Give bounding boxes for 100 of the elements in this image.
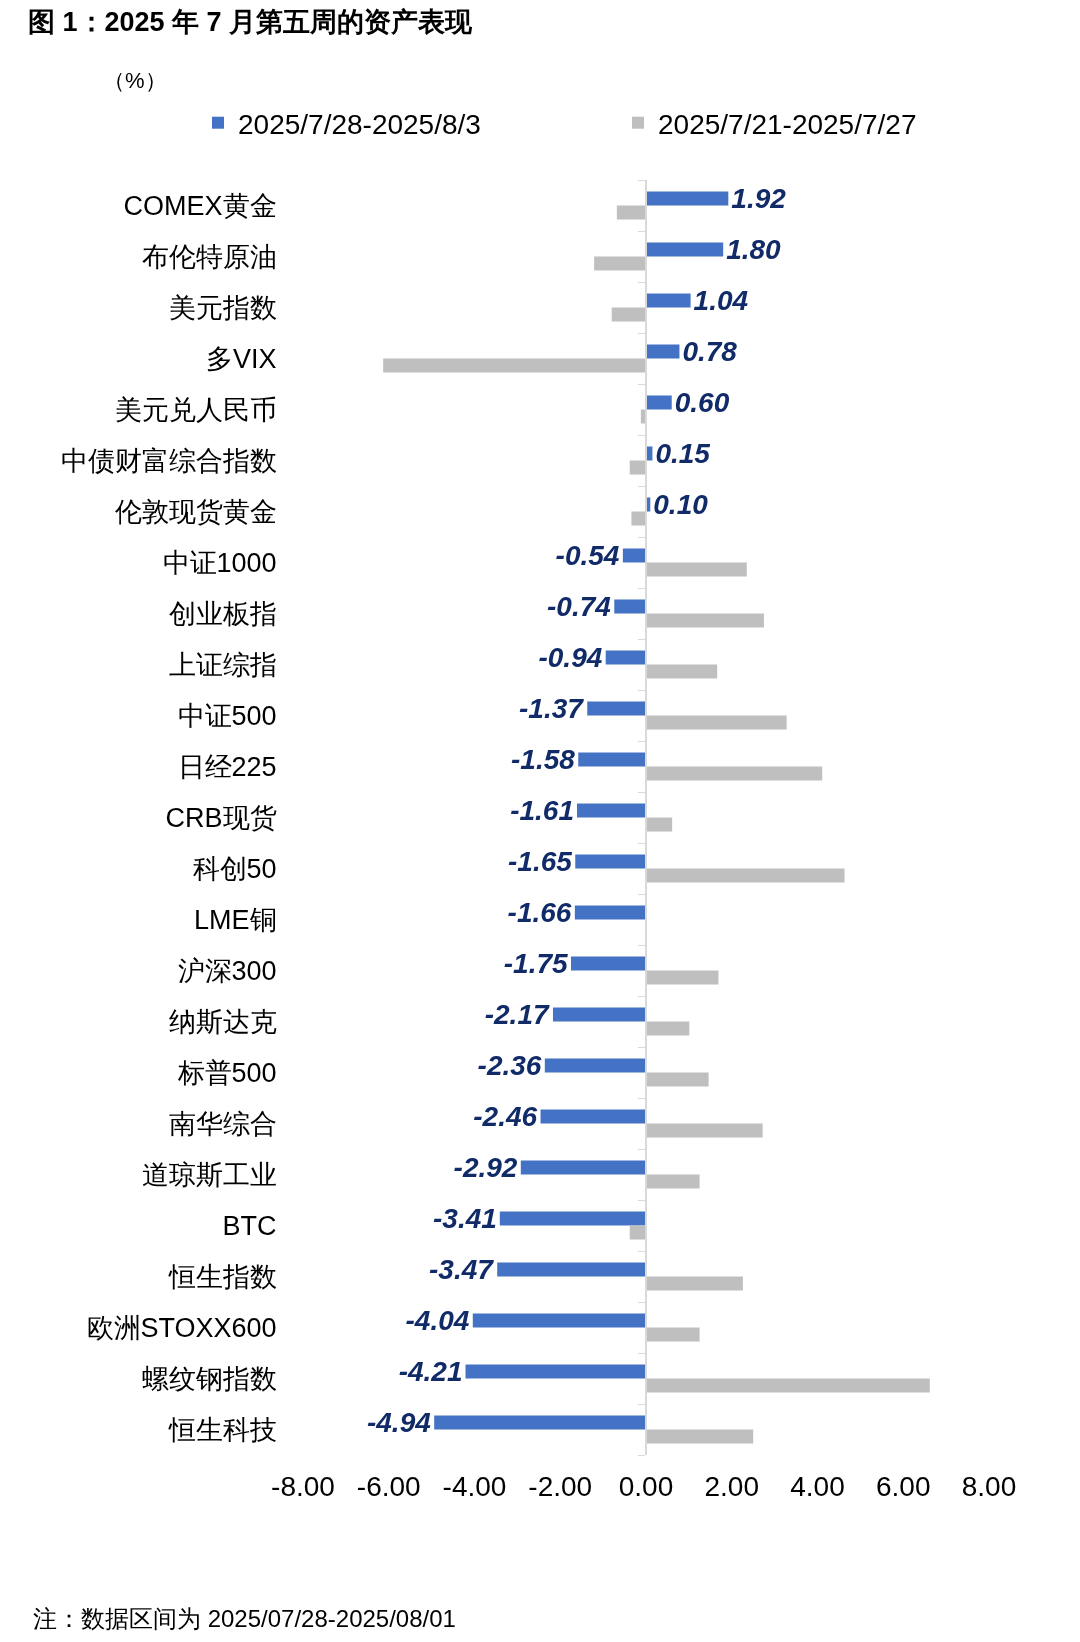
bar	[646, 1378, 930, 1393]
y-tick-label: 日经225	[177, 751, 277, 782]
y-tick-label: CRB现货	[165, 802, 277, 833]
bar	[646, 1174, 700, 1189]
data-label: 1.80	[726, 233, 782, 265]
x-tick-label: -6.00	[356, 1471, 421, 1502]
x-tick-label: -8.00	[271, 1471, 335, 1502]
legend-label: 2025/7/21-2025/7/27	[658, 108, 917, 140]
y-tick-label: 美元指数	[168, 292, 277, 323]
bar	[576, 803, 646, 818]
legend-label: 2025/7/28-2025/8/3	[238, 108, 481, 140]
bar	[540, 1109, 646, 1124]
bar	[578, 752, 646, 767]
y-tick-label: 布伦特原油	[141, 241, 277, 272]
y-tick-label: 南华综合	[168, 1108, 277, 1139]
bar	[646, 344, 680, 359]
bar	[646, 766, 823, 781]
bar	[646, 664, 718, 679]
data-label: -2.36	[477, 1049, 542, 1081]
bar	[646, 562, 747, 577]
y-tick-label: 道琼斯工业	[141, 1159, 277, 1190]
y-tick-label: 欧洲STOXX600	[86, 1312, 277, 1343]
bar	[520, 1160, 646, 1175]
bar	[594, 256, 646, 271]
data-label: -1.37	[519, 692, 585, 724]
data-label: -0.94	[538, 641, 603, 673]
data-label: -3.47	[428, 1253, 495, 1285]
y-tick-label: 螺纹钢指数	[141, 1363, 277, 1394]
bar	[611, 307, 646, 322]
bar	[646, 817, 673, 832]
bar	[646, 293, 691, 308]
y-tick-label: 恒生科技	[167, 1414, 277, 1445]
data-label: -2.17	[484, 998, 550, 1030]
data-label: -1.65	[508, 845, 573, 877]
y-tick-label: BTC	[222, 1210, 277, 1241]
bar	[646, 1429, 754, 1444]
bar	[646, 1276, 743, 1291]
bar	[646, 395, 672, 410]
y-tick-label: 伦敦现货黄金	[114, 496, 277, 527]
y-tick-label: 纳斯达克	[168, 1006, 277, 1037]
bar	[499, 1211, 646, 1226]
y-tick-label: 创业板指	[168, 598, 277, 629]
x-tick-label: 6.00	[876, 1471, 931, 1502]
bar	[646, 1072, 709, 1087]
data-label: 0.78	[682, 335, 738, 367]
y-tick-label: 中债财富综合指数	[60, 445, 277, 476]
data-label: 1.92	[731, 182, 787, 214]
bar	[646, 1021, 690, 1036]
data-label: -4.21	[398, 1355, 463, 1387]
y-tick-label: 多VIX	[206, 343, 277, 374]
bar	[383, 358, 646, 373]
bar	[552, 1007, 646, 1022]
data-label: -4.04	[405, 1304, 470, 1336]
y-tick-label: 沪深300	[177, 955, 277, 986]
bar	[629, 1225, 646, 1240]
bar	[570, 956, 646, 971]
bar	[646, 868, 845, 883]
bar	[587, 701, 646, 716]
data-label: 0.60	[674, 386, 730, 418]
y-tick-label: 中证500	[177, 700, 277, 731]
data-label: -1.61	[510, 794, 574, 826]
bar	[646, 191, 729, 206]
bar	[629, 460, 646, 475]
data-label: -2.92	[453, 1151, 518, 1183]
bar	[622, 548, 646, 563]
data-label: 0.10	[653, 488, 709, 520]
bar	[574, 905, 646, 920]
x-tick-label: 0.00	[618, 1471, 674, 1502]
bar	[616, 205, 646, 220]
bar	[646, 715, 787, 730]
bar	[646, 613, 764, 628]
bar	[544, 1058, 646, 1073]
bar	[472, 1313, 646, 1328]
bar	[497, 1262, 646, 1277]
bar	[646, 970, 719, 985]
bar	[646, 1123, 763, 1138]
bar	[605, 650, 646, 665]
bar	[631, 511, 646, 526]
data-label: -1.75	[503, 947, 568, 979]
y-tick-label: 中证1000	[162, 547, 277, 578]
y-tick-label: 恒生指数	[167, 1261, 277, 1292]
data-label: -0.54	[555, 539, 620, 571]
data-label: -1.58	[511, 743, 576, 775]
bar	[434, 1415, 646, 1430]
y-tick-label: 科创50	[192, 853, 277, 884]
x-tick-label: -4.00	[442, 1471, 507, 1502]
data-label: -2.46	[473, 1100, 538, 1132]
x-tick-label: 4.00	[790, 1471, 845, 1502]
data-label: 0.15	[655, 437, 711, 469]
data-label: -0.74	[547, 590, 612, 622]
y-tick-label: 标普500	[176, 1057, 277, 1088]
x-tick-label: 2.00	[704, 1471, 759, 1502]
y-tick-label: LME铜	[194, 904, 277, 935]
text: 注：数据区间为 2025/07/28-2025/08/01	[33, 1605, 456, 1632]
y-tick-label: 美元兑人民币	[114, 394, 277, 425]
x-tick-label: 8.00	[961, 1471, 1017, 1502]
data-label: -1.66	[507, 896, 572, 928]
y-tick-label: COMEX黄金	[123, 190, 277, 221]
y-tick-label: 上证综指	[168, 649, 277, 680]
text: （%）	[103, 68, 167, 93]
